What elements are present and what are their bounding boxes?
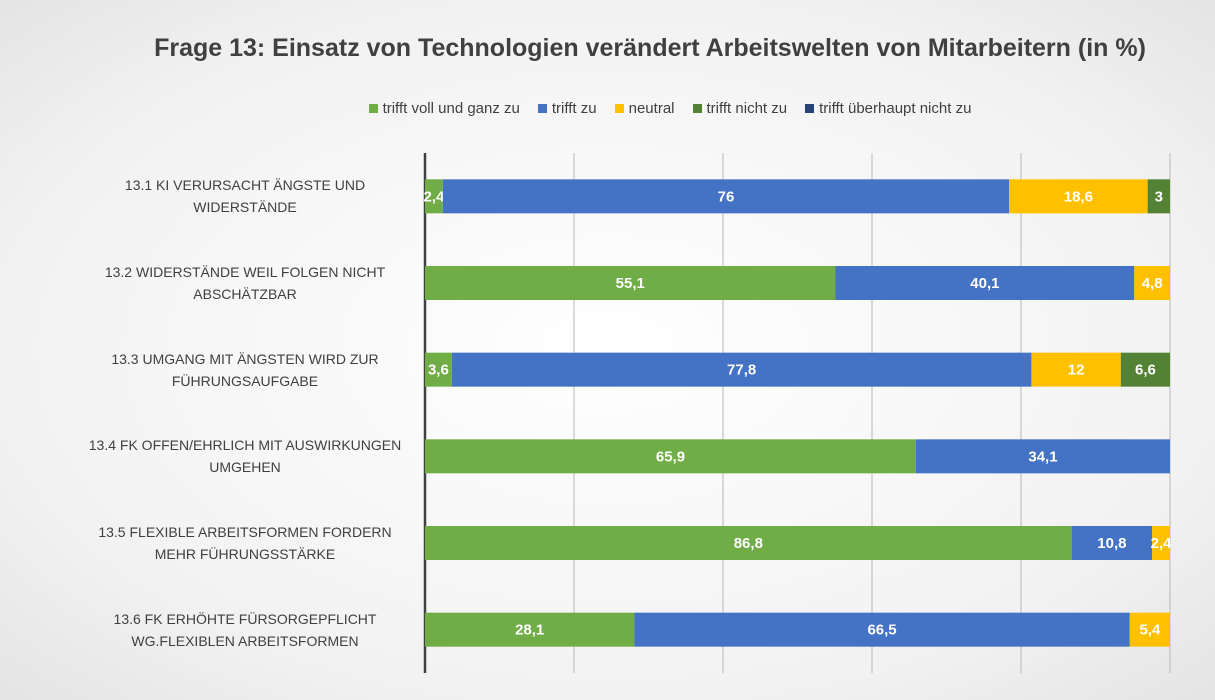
bar-segment [425,179,443,214]
category-label: 13.2 WIDERSTÄNDE WEIL FOLGEN NICHT ABSCH… [104,264,386,302]
category-label: 13.4 FK OFFEN/EHRLICH MIT AUSWIRKUNGEN U… [88,437,402,476]
data-label: 65,9 [656,448,685,465]
data-label: 18,6 [1064,188,1093,205]
bar-segment [915,439,1170,474]
bar-segment [442,179,1010,214]
data-label: 77,8 [727,362,756,379]
legend-item: trifft nicht zu [692,100,788,117]
data-label: 10,8 [1097,535,1126,552]
legend-swatch [368,104,378,113]
category-label: 13.6 FK ERHÖHTE FÜRSORGEPFLICHT WG.FLEXI… [113,610,377,649]
bar-segment [1120,352,1170,387]
data-label: 2,4 [1151,535,1173,552]
bar-segment [451,352,1032,387]
category-label: 13.1 KI VERURSACHT ÄNGSTE UND WIDERSTÄND… [124,177,366,216]
legend-label: trifft überhaupt nicht zu [819,100,972,117]
legend-item: trifft überhaupt nicht zu [805,100,971,117]
data-label: 3,6 [428,362,449,379]
chart-title: Frage 13: Einsatz von Technologien verän… [154,34,1146,62]
legend-swatch [805,104,815,113]
bar-segment [425,526,1072,560]
legend-item: trifft voll und ganz zu [368,100,520,117]
legend-swatch [537,104,547,113]
bar-segment [835,266,1135,300]
bar-segment [1009,179,1148,214]
data-label: 76 [718,188,735,205]
data-label: 28,1 [515,622,544,639]
bar-segment [1134,266,1170,300]
bar-segment [425,612,635,647]
bar-segment [1152,526,1170,560]
legend-label: neutral [628,100,675,117]
legend: trifft voll und ganz zu trifft zu neutral t… [160,100,1180,117]
category-label: 13.3 UMGANG MIT ÄNGSTEN WIRD ZUR FÜHRUNG… [111,350,379,389]
bar-segment [1031,352,1121,387]
legend-swatch [614,104,624,113]
legend-swatch [692,104,702,113]
bar-segment [1071,526,1153,560]
bar-segment [425,266,836,300]
category-label: 13.5 FLEXIBLE ARBEITSFORMEN FORDERN MEHR… [98,524,392,562]
bar-segment [1147,179,1170,214]
legend-item: trifft zu [537,100,597,117]
data-label: 34,1 [1028,448,1057,465]
data-label: 3 [1155,188,1163,205]
data-label: 40,1 [970,275,999,292]
data-label: 86,8 [734,535,763,552]
data-label: 4,8 [1142,275,1163,292]
data-label: 12 [1068,362,1085,379]
data-label: 55,1 [616,275,645,292]
data-label: 66,5 [867,622,896,639]
bar-segment [1129,612,1170,647]
bar-segment [634,612,1130,647]
legend-label: trifft voll und ganz zu [382,100,520,117]
data-label: 5,4 [1139,622,1161,639]
legend-item: neutral [614,100,675,117]
bar-segment [425,439,916,474]
data-label: 6,6 [1135,362,1156,379]
legend-label: trifft nicht zu [706,100,788,117]
bar-segment [425,352,452,387]
data-label: 2,4 [424,188,446,205]
legend-label: trifft zu [551,100,597,117]
